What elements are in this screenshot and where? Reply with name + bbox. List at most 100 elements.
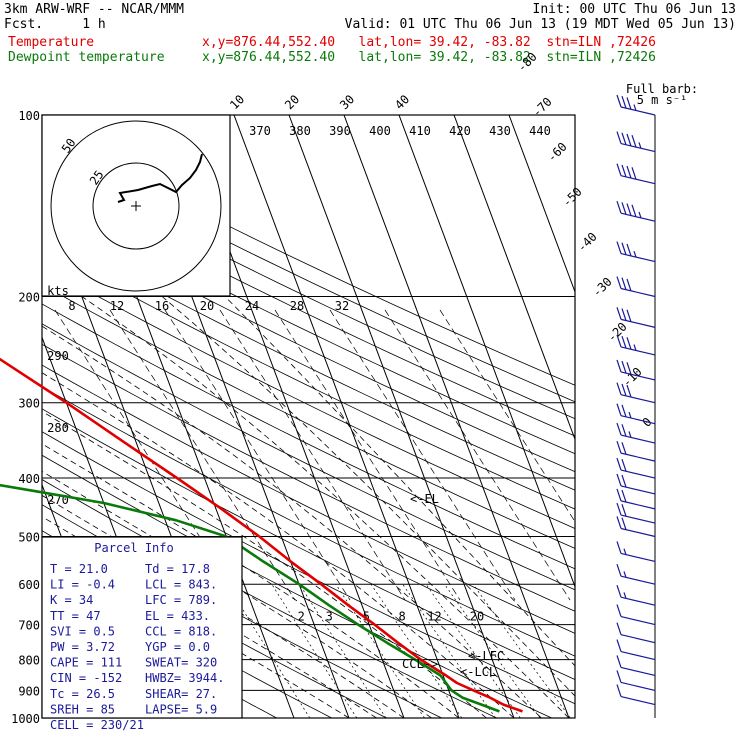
wind-barb-shaft xyxy=(620,394,656,404)
isotherm-label: -70 xyxy=(530,95,555,120)
speed-reference-line xyxy=(109,309,296,601)
theta-label: 390 xyxy=(329,124,351,138)
moist-adiabat xyxy=(42,325,542,718)
wind-barb-half xyxy=(623,571,627,578)
wind-barb-shaft xyxy=(620,106,656,116)
wind-barb-shaft xyxy=(620,681,656,691)
wind-barb-shaft xyxy=(620,514,656,524)
parcel-info-right: SHEAR= 27. xyxy=(145,687,217,701)
wind-barb-full xyxy=(616,684,622,697)
pressure-label-800: 800 xyxy=(18,654,40,668)
wind-barb-full xyxy=(616,276,622,289)
moist-adiabat xyxy=(81,296,570,718)
isotherm-label: -20 xyxy=(605,320,630,345)
dry-adiabat xyxy=(42,177,575,437)
dry-adiabat xyxy=(42,161,575,420)
isotherm-line xyxy=(343,115,570,718)
wind-barb-full xyxy=(626,362,632,375)
dry-adiabat xyxy=(42,145,575,403)
lfc-marker: <-LFC xyxy=(468,649,504,663)
moist-adiabat xyxy=(161,296,575,697)
wind-barb-full xyxy=(616,131,622,144)
wind-barb-full xyxy=(631,204,637,217)
isotherm-line xyxy=(0,115,19,718)
wind-barb-full xyxy=(616,307,622,320)
wind-barb-full xyxy=(616,488,622,502)
full-barb-label: Full barb: xyxy=(626,82,698,96)
wind-barb-full xyxy=(616,163,622,176)
dewpoint-legend-label: Dewpoint temperature xyxy=(8,50,165,65)
temperature-legend-label: Temperature xyxy=(8,35,95,50)
wind-barb-shaft xyxy=(620,552,656,563)
parcel-info-panel xyxy=(41,536,243,719)
wind-barb-full xyxy=(616,94,622,108)
wind-barb-full xyxy=(616,241,622,254)
dewpoint-location: x,y=876.44,552.40 lat,lon= 39.42, -83.82… xyxy=(202,50,656,65)
parcel-info-right: CCL = 818. xyxy=(145,624,217,638)
wind-barb-full xyxy=(626,97,632,110)
pressure-label-300: 300 xyxy=(18,397,40,411)
full-barb-units: 5 m s⁻¹ xyxy=(637,93,688,107)
wind-barb-half xyxy=(638,211,642,219)
pressure-label-900: 900 xyxy=(18,684,40,698)
wind-barb-full xyxy=(626,165,632,179)
forecast-hour: Fcst. 1 h xyxy=(4,17,106,32)
dry-adiabat xyxy=(42,386,575,657)
wind-barb-shaft xyxy=(620,346,656,356)
wind-barb-full xyxy=(621,308,627,321)
pressure-label-700: 700 xyxy=(18,619,40,633)
wind-barb-shaft xyxy=(620,485,656,495)
wind-barb-full xyxy=(616,564,622,577)
dry-adiabat xyxy=(42,323,575,591)
hodograph-ring-label: 50 xyxy=(59,136,79,156)
wind-barb-full xyxy=(621,277,627,290)
wind-barb-half xyxy=(633,344,637,351)
mixing-ratio-line xyxy=(472,583,571,718)
wind-barb-shaft xyxy=(620,596,656,606)
wind-barb-full xyxy=(616,541,622,554)
wind-barb-full xyxy=(621,474,627,488)
pressure-label-100: 100 xyxy=(18,109,40,123)
wind-barb-full xyxy=(616,382,622,395)
dry-adiabat xyxy=(42,265,575,529)
wind-barb-shaft xyxy=(620,469,656,479)
wind-barb-full xyxy=(621,424,627,437)
wind-barb-full xyxy=(621,489,627,503)
wind-barb-shaft xyxy=(620,434,656,444)
parcel-info-right: Td = 17.8 xyxy=(145,562,210,576)
dry-adiabat xyxy=(42,343,575,612)
wind-barb-full xyxy=(631,167,637,180)
parcel-info-right: HWBZ= 3944. xyxy=(145,671,224,685)
wind-barb-full xyxy=(621,242,627,255)
wind-barb-half xyxy=(628,411,632,419)
theta-label: 280 xyxy=(47,421,69,435)
wind-barb-shaft xyxy=(620,500,656,510)
mixing-ratio-line xyxy=(335,584,425,718)
isotherm-label: 30 xyxy=(337,92,357,112)
wind-barb-shaft xyxy=(620,143,656,153)
wind-barb-full xyxy=(616,655,622,668)
mixing-ratio-label: 8 xyxy=(399,610,406,624)
wind-barb-shaft xyxy=(620,175,656,185)
hodograph-speed-tick: 8 xyxy=(68,299,75,313)
dry-adiabat xyxy=(42,194,575,455)
wind-barb-full xyxy=(616,440,622,454)
wind-barb-full xyxy=(621,164,627,178)
init-time: Init: 00 UTC Thu 06 Jun 13 xyxy=(532,2,737,17)
isotherm-label: -30 xyxy=(590,275,615,300)
wind-barb-full xyxy=(621,504,627,517)
mixing-ratio-label: 5 xyxy=(363,610,370,624)
parcel-info-right: YGP = 0.0 xyxy=(145,640,210,654)
wind-barb-full xyxy=(626,337,632,350)
wind-barb-full xyxy=(626,133,632,147)
hodograph-speed-tick: 16 xyxy=(155,299,169,313)
pressure-label-1000: 1000 xyxy=(11,712,40,726)
parcel-info-left: CIN = -152 xyxy=(50,671,122,685)
parcel-info-left: T = 21.0 xyxy=(50,562,108,576)
dry-adiabat xyxy=(42,129,575,386)
wind-barb-full xyxy=(616,639,622,652)
moist-adiabat xyxy=(224,296,575,667)
wind-barb-shaft xyxy=(620,650,656,661)
theta-label: 440 xyxy=(529,124,551,138)
speed-reference-line xyxy=(329,309,516,601)
